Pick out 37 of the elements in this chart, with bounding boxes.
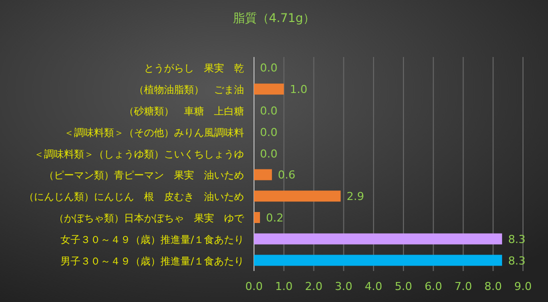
y-tick-label: （にんじん類）にんじん 根 皮むき 油いため [24, 191, 244, 204]
x-tick-label: 2.0 [305, 280, 323, 293]
x-tick-label: 7.0 [454, 280, 472, 293]
data-label: 0.0 [260, 126, 278, 139]
x-tick-label: 1.0 [275, 280, 293, 293]
x-tick-label: 5.0 [394, 280, 412, 293]
y-tick-label: 男子３０～４９（歳）推進量/１食あたり [60, 255, 244, 268]
data-label: 0.0 [260, 147, 278, 160]
bar [254, 169, 272, 180]
data-label: 0.0 [260, 104, 278, 118]
bar [254, 254, 502, 266]
y-tick-label: （かぼちゃ類）日本かぼちゃ 果実 ゆで [54, 212, 245, 224]
data-label: 8.3 [508, 254, 526, 268]
y-tick-label: （植物油脂類） ごま油 [134, 84, 244, 96]
y-tick-label: ＜調味料類＞（しょうゆ類）こいくちしょうゆ [34, 148, 244, 160]
data-label: 0.0 [260, 62, 278, 75]
x-tick-label: 6.0 [424, 280, 442, 293]
x-tick-label: 3.0 [334, 280, 352, 293]
data-label: 0.6 [278, 168, 296, 182]
data-label: 8.3 [508, 232, 526, 246]
y-tick-label: 女子３０～４９（歳）推進量/１食あたり [60, 234, 244, 246]
bar [254, 212, 260, 223]
y-tick-label: （砂糖類） 車糖 上白糖 [124, 106, 244, 118]
data-label: 2.9 [346, 190, 364, 204]
y-tick-label: とうがらし 果実 乾 [144, 62, 244, 75]
x-tick-label: 8.0 [484, 280, 502, 293]
chart-title: 脂質（4.71g） [232, 11, 316, 25]
bar [254, 233, 502, 244]
data-label: 0.2 [266, 212, 284, 224]
bar [254, 84, 284, 95]
x-tick-label: 9.0 [514, 280, 532, 293]
bar [254, 190, 341, 202]
y-tick-label: ＜調味料類＞（その他）みりん風調味料 [64, 126, 244, 139]
x-tick-label: 4.0 [364, 280, 382, 293]
y-tick-label: （ピーマン類）青ピーマン 果実 油いため [44, 170, 244, 182]
x-tick-label: 0.0 [245, 280, 263, 293]
data-label: 1.0 [290, 83, 308, 96]
